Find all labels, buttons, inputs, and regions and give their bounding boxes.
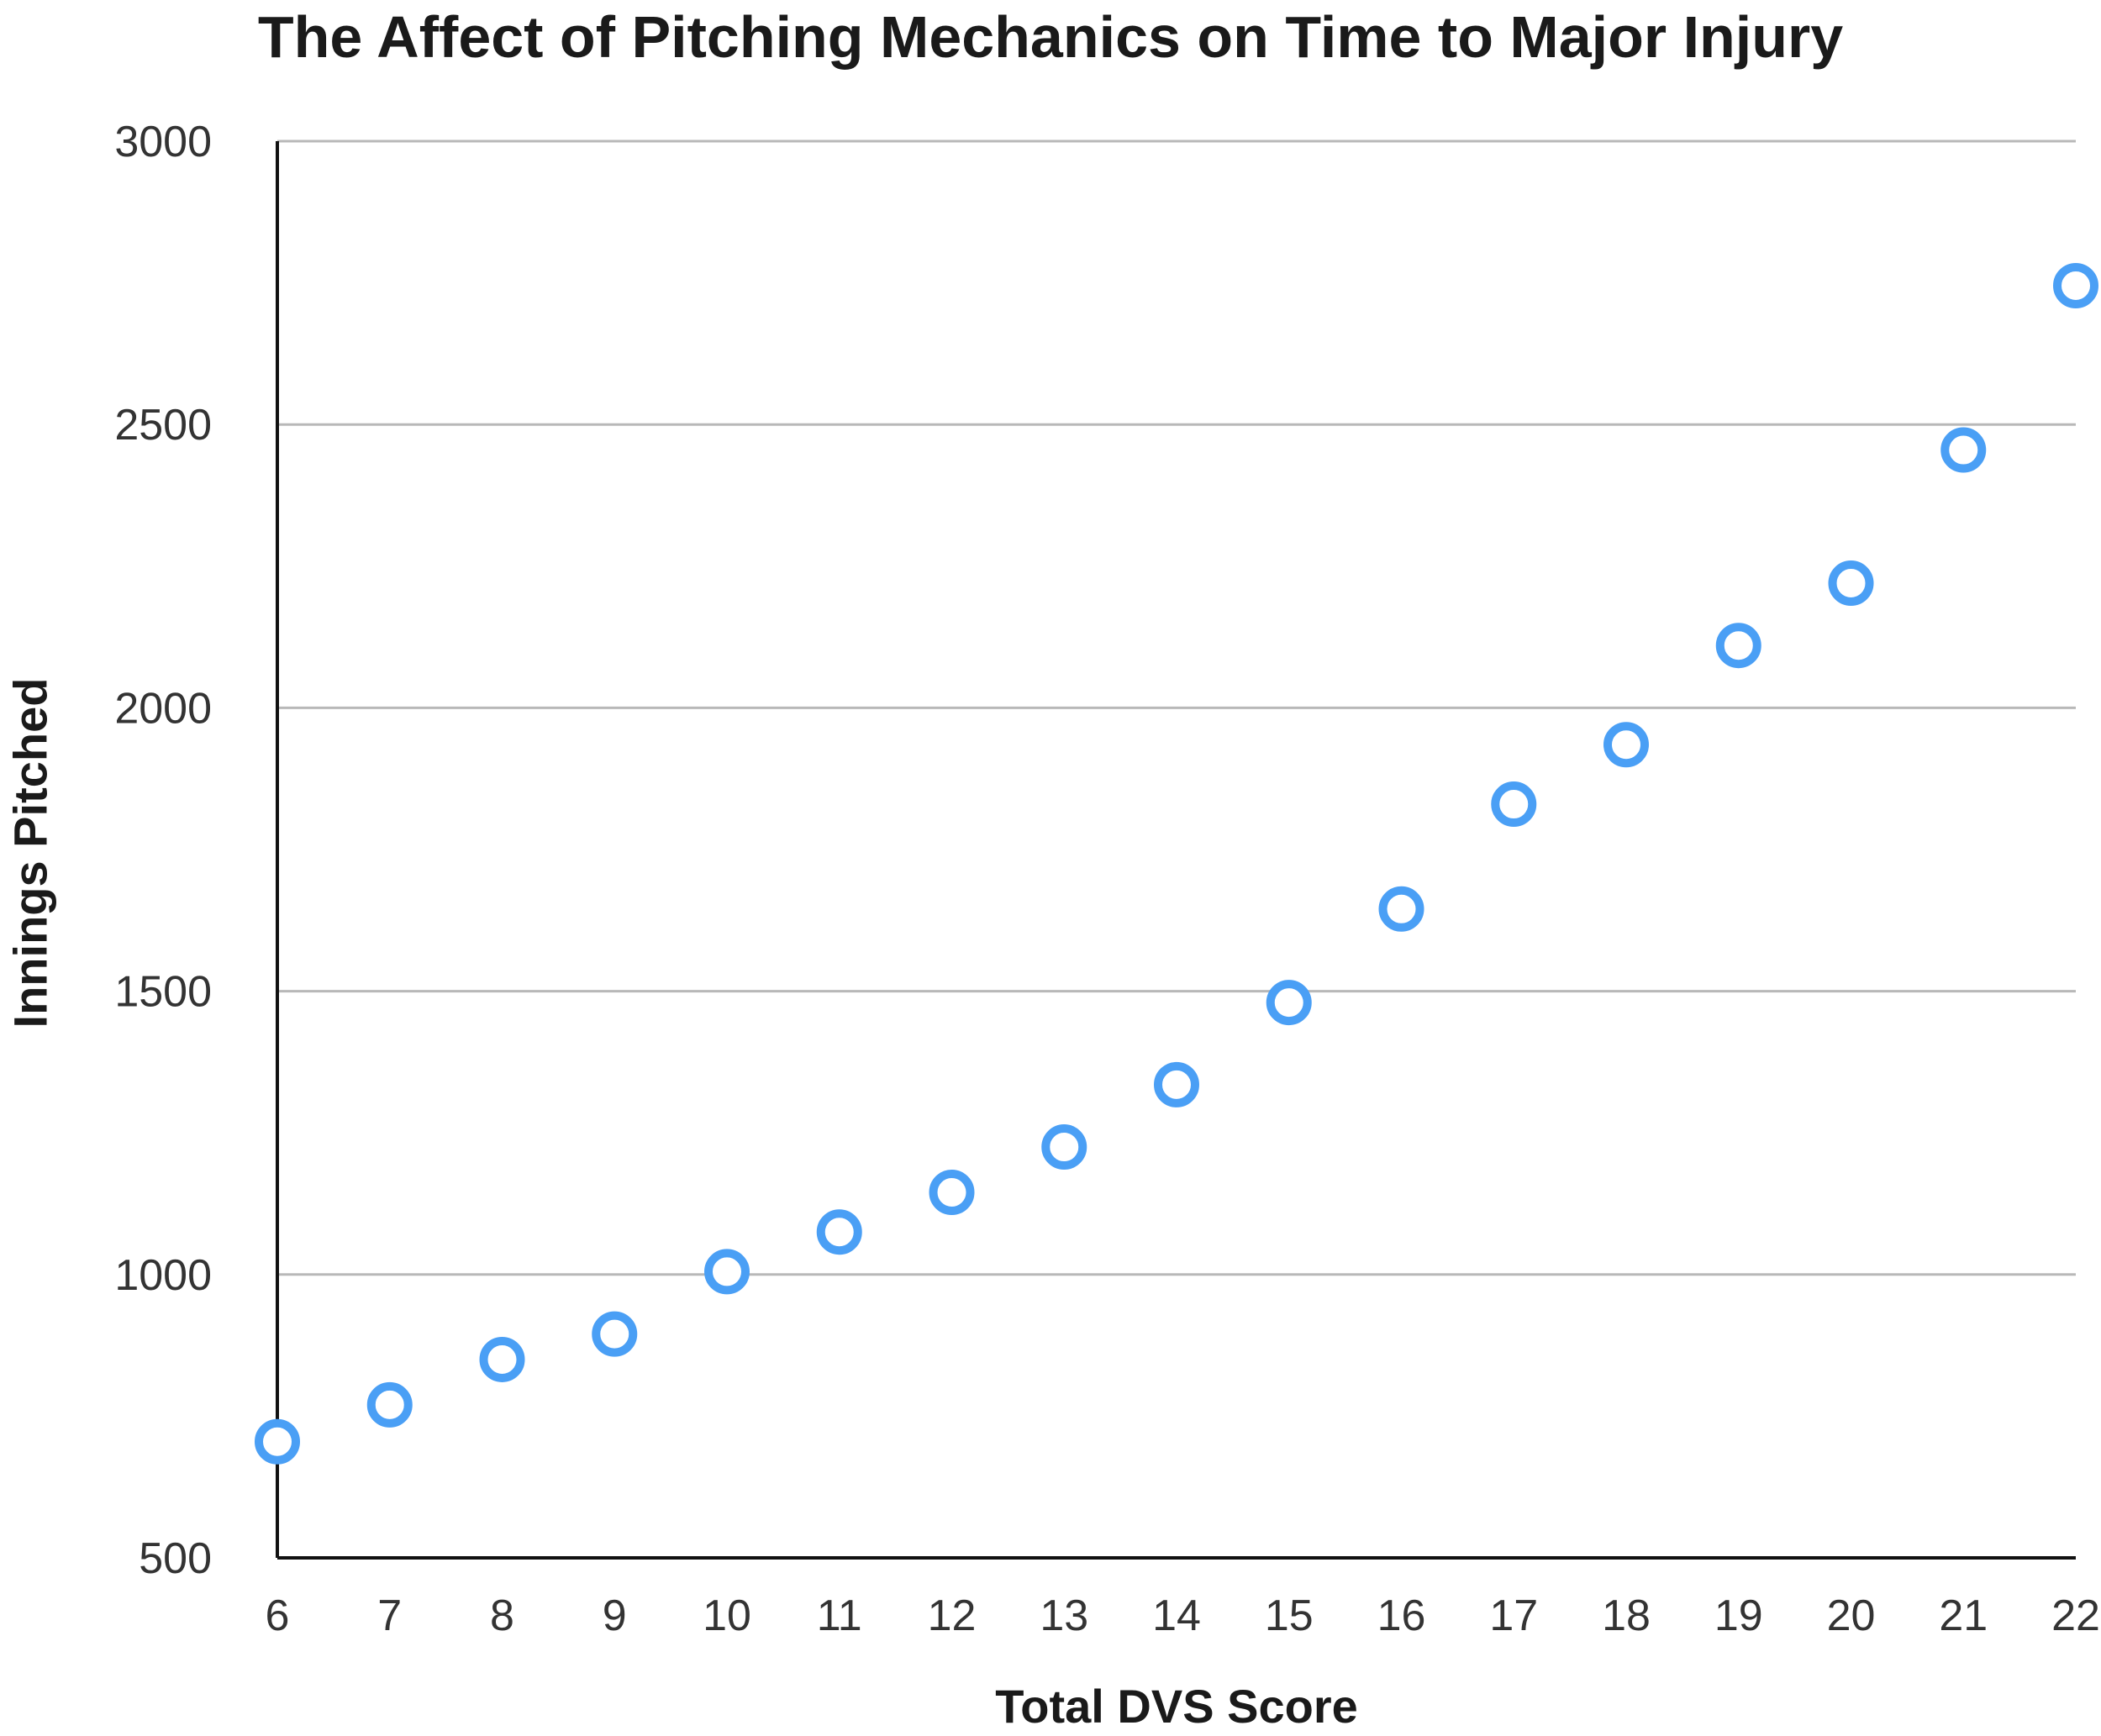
data-point <box>1041 1124 1087 1170</box>
data-point <box>704 1249 750 1295</box>
x-tick-label-15: 15 <box>1265 1591 1314 1640</box>
x-tick-label-9: 9 <box>603 1591 627 1640</box>
data-point <box>479 1336 525 1382</box>
x-tick-label-20: 20 <box>1827 1591 1876 1640</box>
x-tick-label-8: 8 <box>490 1591 514 1640</box>
y-tick-label-3000: 3000 <box>114 118 212 166</box>
x-tick-label-7: 7 <box>377 1591 402 1640</box>
x-tick-label-16: 16 <box>1377 1591 1426 1640</box>
data-point <box>816 1209 862 1255</box>
data-point <box>592 1311 638 1357</box>
data-point <box>1266 980 1312 1026</box>
data-point <box>366 1381 413 1428</box>
data-point <box>2053 262 2098 308</box>
data-point <box>1154 1061 1199 1107</box>
x-tick-label-12: 12 <box>928 1591 977 1640</box>
x-tick-label-14: 14 <box>1152 1591 1201 1640</box>
data-point <box>1715 623 1761 669</box>
data-point <box>1828 560 1874 607</box>
y-tick-label-500: 500 <box>139 1534 212 1583</box>
data-point <box>929 1170 975 1216</box>
data-point <box>255 1418 300 1465</box>
x-tick-label-11: 11 <box>817 1591 862 1640</box>
x-tick-label-21: 21 <box>1939 1591 1988 1640</box>
x-axis-label: Total DVS Score <box>995 1680 1358 1733</box>
data-point <box>1940 427 1987 473</box>
chart-title: The Affect of Pitching Mechanics on Time… <box>257 4 1844 70</box>
y-tick-label-2500: 2500 <box>114 401 212 450</box>
x-tick-label-19: 19 <box>1714 1591 1763 1640</box>
data-point <box>1491 781 1537 828</box>
x-tick-label-17: 17 <box>1489 1591 1538 1640</box>
x-tick-label-18: 18 <box>1602 1591 1651 1640</box>
x-tick-label-13: 13 <box>1040 1591 1088 1640</box>
x-tick-label-10: 10 <box>703 1591 751 1640</box>
data-point <box>1378 886 1424 932</box>
y-axis-label: Innings Pitched <box>3 677 57 1028</box>
y-tick-label-2000: 2000 <box>114 684 212 733</box>
y-tick-label-1000: 1000 <box>114 1251 212 1300</box>
x-tick-label-22: 22 <box>2051 1591 2100 1640</box>
x-tick-label-6: 6 <box>266 1591 290 1640</box>
y-tick-label-1500: 1500 <box>114 968 212 1017</box>
data-point <box>1603 722 1649 768</box>
